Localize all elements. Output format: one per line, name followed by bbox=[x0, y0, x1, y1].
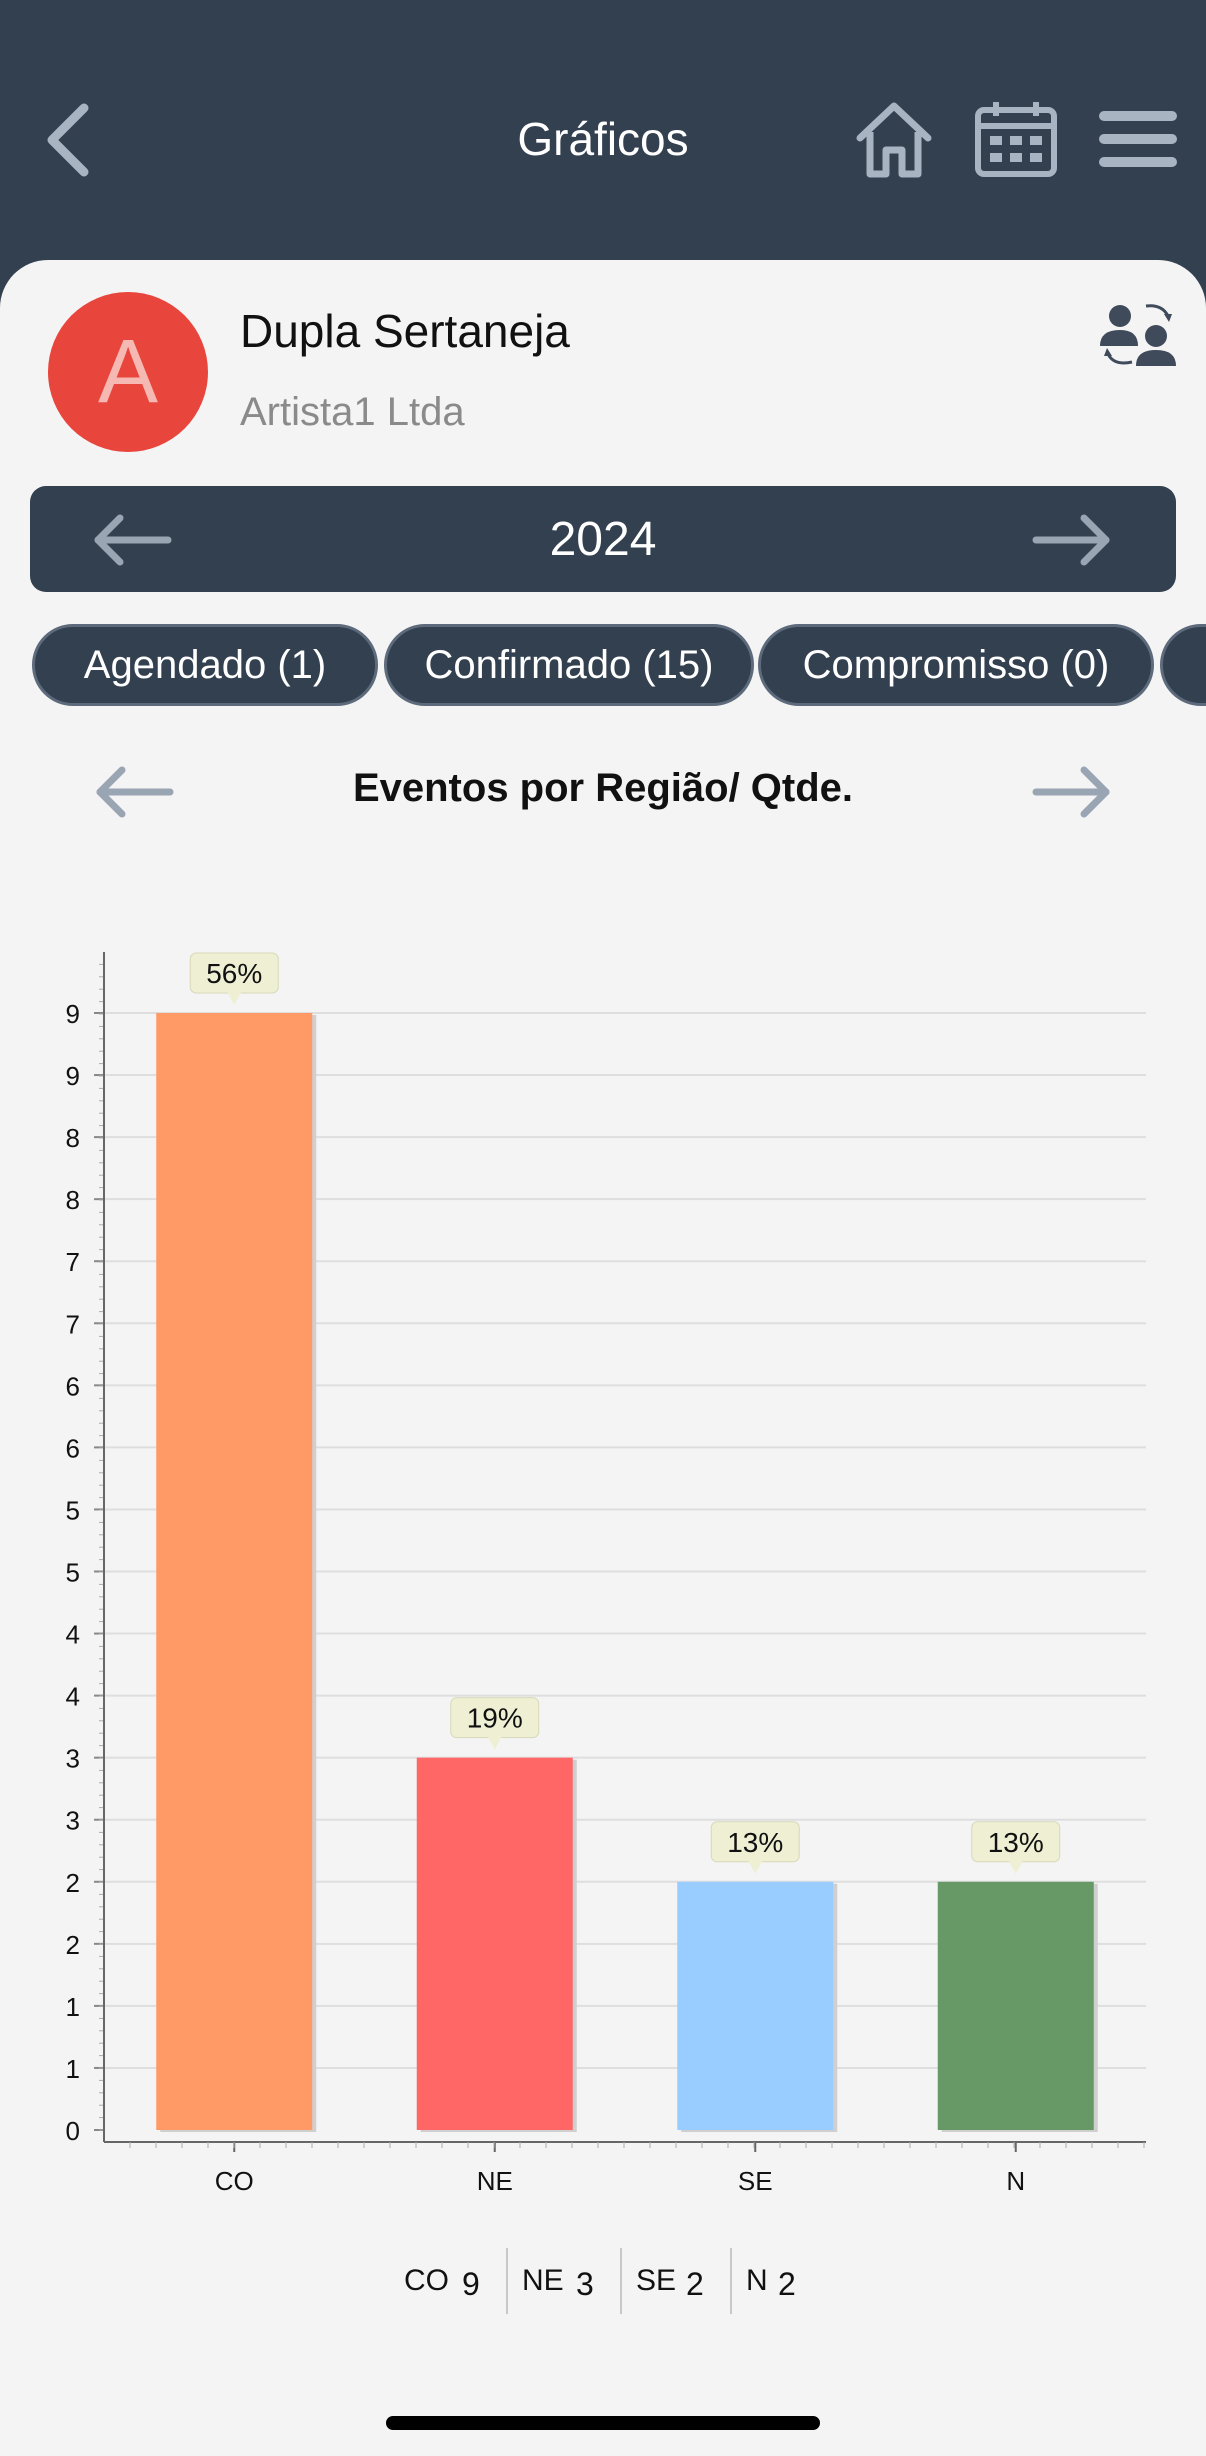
tooltip-pointer bbox=[1008, 1860, 1023, 1874]
y-tick-label: 9 bbox=[66, 1061, 80, 1091]
y-tick-label: 1 bbox=[66, 2054, 80, 2084]
legend-divider bbox=[506, 2248, 508, 2314]
tab-next-partial[interactable] bbox=[1160, 624, 1206, 706]
avatar: A bbox=[48, 292, 208, 452]
y-tick-label: 2 bbox=[66, 1930, 80, 1960]
y-tick-label: 4 bbox=[66, 1682, 80, 1712]
y-tick-label: 6 bbox=[66, 1371, 80, 1401]
legend-value: 9 bbox=[462, 2266, 480, 2302]
next-chart-arrow-icon[interactable] bbox=[1030, 766, 1114, 818]
menu-icon[interactable] bbox=[1098, 108, 1178, 170]
home-icon[interactable] bbox=[852, 98, 936, 180]
calendar-icon[interactable] bbox=[972, 98, 1060, 180]
tab-compromisso[interactable]: Compromisso (0) bbox=[758, 624, 1154, 706]
artist-company: Artista1 Ltda bbox=[240, 390, 465, 434]
tooltip-pointer bbox=[748, 1860, 763, 1874]
bar-chart: 0 1 1 2 2 3 3 4 4 5 5 6 6 7 7 8 8 9 9 56% CO 19% NE 13% SE 13% N bbox=[66, 952, 1146, 2196]
y-tick-label: 9 bbox=[66, 999, 80, 1029]
legend-label: NE bbox=[522, 2264, 564, 2297]
legend-divider bbox=[730, 2248, 732, 2314]
x-tick-label: SE bbox=[738, 2166, 773, 2196]
y-tick-label: 1 bbox=[66, 1992, 80, 2022]
artist-name: Dupla Sertaneja bbox=[240, 305, 570, 357]
y-tick-label: 7 bbox=[66, 1309, 80, 1339]
switch-artist-icon[interactable] bbox=[1096, 300, 1182, 370]
bar-ne bbox=[416, 1757, 573, 2130]
y-tick-label: 8 bbox=[66, 1185, 80, 1215]
percent-label: 13% bbox=[988, 1827, 1044, 1858]
x-tick-label: CO bbox=[215, 2166, 254, 2196]
year-label: 2024 bbox=[549, 513, 657, 566]
y-tick-label: 8 bbox=[66, 1123, 80, 1153]
tooltip-pointer bbox=[227, 992, 242, 1005]
page-title: Gráficos bbox=[517, 113, 689, 165]
tooltip-pointer bbox=[487, 1736, 502, 1750]
chart-legend: CO 9 NE 3 SE 2 N 2 bbox=[0, 2248, 1206, 2318]
next-year-arrow-icon[interactable] bbox=[1030, 514, 1114, 566]
legend-label: CO bbox=[404, 2264, 449, 2297]
legend-value: 2 bbox=[686, 2266, 704, 2302]
tab-confirmado[interactable]: Confirmado (15) bbox=[384, 624, 754, 706]
bar-co bbox=[156, 1013, 313, 2130]
bar-n bbox=[937, 1881, 1094, 2130]
app-header: Gráficos bbox=[0, 0, 1206, 270]
chart-title: Eventos por Região/ Qtde. bbox=[352, 766, 854, 810]
status-tabs: Agendado (1) Confirmado (15) Compromisso… bbox=[0, 622, 1206, 710]
percent-label: 56% bbox=[206, 958, 262, 989]
prev-chart-arrow-icon[interactable] bbox=[92, 766, 176, 818]
prev-year-arrow-icon[interactable] bbox=[90, 514, 174, 566]
y-tick-label: 2 bbox=[66, 1868, 80, 1898]
bar-se bbox=[677, 1881, 834, 2130]
y-tick-label: 5 bbox=[66, 1558, 80, 1588]
y-tick-label: 4 bbox=[66, 1620, 80, 1650]
home-indicator[interactable] bbox=[386, 2416, 820, 2430]
y-tick-label: 3 bbox=[66, 1744, 80, 1774]
tab-agendado[interactable]: Agendado (1) bbox=[32, 624, 378, 706]
legend-label: N bbox=[746, 2264, 768, 2297]
x-tick-label: NE bbox=[477, 2166, 513, 2196]
x-tick-label: N bbox=[1006, 2166, 1025, 2196]
legend-value: 2 bbox=[778, 2266, 796, 2302]
percent-label: 19% bbox=[467, 1703, 523, 1734]
legend-value: 3 bbox=[576, 2266, 594, 2302]
legend-label: SE bbox=[636, 2264, 677, 2297]
y-tick-label: 0 bbox=[66, 2116, 80, 2146]
y-tick-label: 6 bbox=[66, 1433, 80, 1463]
percent-label: 13% bbox=[727, 1827, 783, 1858]
year-navigator: 2024 bbox=[30, 486, 1176, 592]
y-tick-label: 5 bbox=[66, 1495, 80, 1525]
legend-divider bbox=[620, 2248, 622, 2314]
y-tick-label: 7 bbox=[66, 1247, 80, 1277]
back-icon[interactable] bbox=[40, 100, 96, 180]
y-tick-label: 3 bbox=[66, 1806, 80, 1836]
